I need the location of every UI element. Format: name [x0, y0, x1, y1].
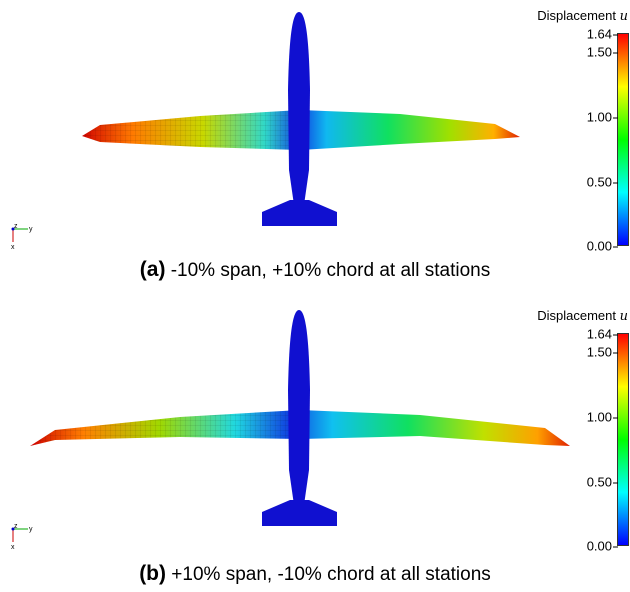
tail-a: [262, 200, 337, 226]
axes-triad-b: z y x: [11, 523, 33, 551]
axes-triad-a: z y x: [11, 223, 33, 251]
fuselage-b: [288, 310, 310, 505]
colorbar-tick: 1.50: [586, 44, 619, 60]
caption-a: (a) -10% span, +10% chord at all station…: [139, 258, 491, 281]
axis-y-label: y: [29, 526, 33, 533]
axis-z-label: z: [14, 523, 18, 530]
axis-z-label: z: [14, 223, 18, 230]
colorbar-tick: 0.00: [586, 238, 619, 254]
aircraft-render-a: [82, 12, 520, 226]
colorbar-title-a: Displacement u: [537, 8, 628, 24]
panel-a: z y x Displacement u 1.64 1.50 1.00 0.50…: [0, 0, 630, 292]
aircraft-render-b: [30, 310, 570, 526]
axis-y-label: y: [29, 226, 33, 233]
colorbar-tick: 0.50: [586, 474, 619, 490]
panel-b: z y x Displacement u 1.64 1.50 1.00 0.50…: [0, 300, 630, 592]
colorbar-tick: 0.00: [586, 538, 619, 554]
axis-x-label: x: [11, 544, 15, 551]
colorbar-title-b: Displacement u: [537, 308, 628, 324]
colorbar-tick: 1.64: [586, 26, 619, 42]
colorbar-a: [617, 33, 629, 246]
axis-x-label: x: [11, 244, 15, 251]
colorbar-tick: 1.64: [586, 326, 619, 342]
colorbar-tick: 0.50: [586, 174, 619, 190]
colorbar-b: [617, 333, 629, 546]
tail-b: [262, 500, 337, 526]
colorbar-tick: 1.00: [586, 109, 619, 125]
colorbar-tick: 1.50: [586, 344, 619, 360]
caption-b: (b) +10% span, -10% chord at all station…: [139, 562, 491, 585]
colorbar-tick: 1.00: [586, 409, 619, 425]
fuselage-a: [288, 12, 310, 205]
